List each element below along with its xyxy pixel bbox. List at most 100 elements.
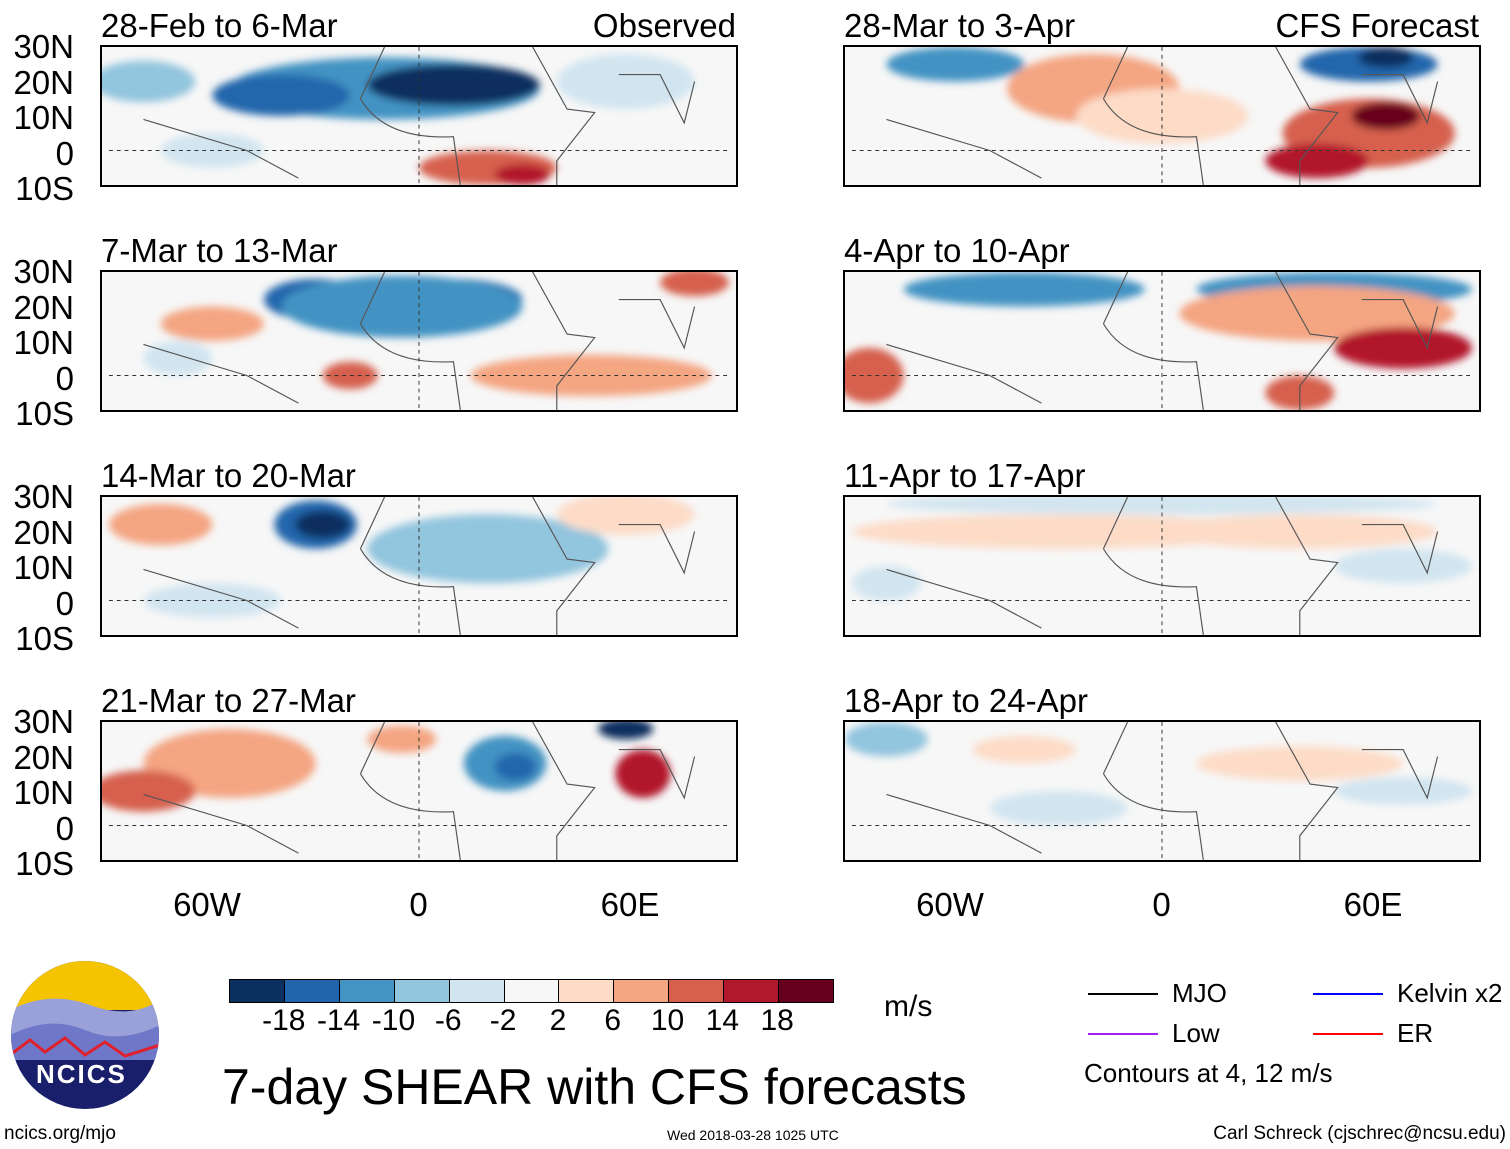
latitude-label: 10S xyxy=(15,845,74,882)
longitude-label: 60E xyxy=(1343,886,1403,923)
main-title: 7-day SHEAR with CFS forecasts xyxy=(222,1059,967,1115)
shear-map-panel xyxy=(843,495,1481,637)
anomaly-region xyxy=(1358,47,1414,68)
anomaly-region xyxy=(972,735,1076,764)
longitude-label: 60E xyxy=(600,886,660,923)
anomaly-region xyxy=(281,275,523,338)
colorbar-tick-label: -6 xyxy=(434,1004,462,1037)
anomaly-region xyxy=(845,722,928,757)
coastline xyxy=(886,497,1439,635)
footer-timestamp: Wed 2018-03-28 1025 UTC xyxy=(667,1127,839,1143)
legend-label: Low xyxy=(1172,1018,1220,1048)
legend-line-low xyxy=(1088,1033,1158,1035)
colorbar-tick-label: 6 xyxy=(604,1004,622,1037)
anomaly-region xyxy=(615,749,671,798)
anomaly-region xyxy=(556,497,695,535)
coastline xyxy=(143,47,696,185)
footer-author: Carl Schreck (cjschrec@ncsu.edu) xyxy=(1213,1123,1506,1144)
anomaly-region xyxy=(903,272,1145,307)
footer-link[interactable]: ncics.org/mjo xyxy=(4,1123,116,1144)
colorbar-swatch xyxy=(230,980,285,1002)
anomaly-region xyxy=(367,725,437,754)
latitude-label: 20N xyxy=(13,738,74,776)
latitude-label: 20N xyxy=(13,288,74,326)
colorbar-tick-label: 2 xyxy=(549,1004,567,1037)
anomaly-region xyxy=(1265,143,1369,179)
latitude-label: 10N xyxy=(13,99,74,136)
colorbar-swatch xyxy=(724,980,780,1002)
shear-map-panel xyxy=(843,270,1481,412)
latitude-label: 20N xyxy=(13,63,74,101)
colorbar xyxy=(229,979,834,1003)
panel-title: 7-Mar to 13-Mar xyxy=(101,232,338,269)
latitude-label: 10N xyxy=(13,324,74,361)
latitude-label: 10S xyxy=(15,620,74,657)
legend-line-mjo xyxy=(1088,993,1158,995)
panel-title: 21-Mar to 27-Mar xyxy=(101,682,356,719)
colorbar-swatch xyxy=(449,980,505,1002)
latitude-label: 10N xyxy=(13,774,74,811)
anomaly-region xyxy=(367,514,609,584)
coastline xyxy=(886,722,1439,860)
anomaly-region xyxy=(845,347,904,404)
colorbar-tick-label: -14 xyxy=(316,1004,361,1037)
anomaly-region xyxy=(989,791,1128,826)
coastline xyxy=(886,47,1439,185)
anomaly-region xyxy=(556,53,695,110)
panel-title: 11-Apr to 17-Apr xyxy=(844,457,1086,494)
legend-line-kelvin xyxy=(1313,993,1383,995)
anomaly-region xyxy=(160,306,264,341)
contour-note: Contours at 4, 12 m/s xyxy=(1084,1058,1333,1088)
legend-line-er xyxy=(1313,1033,1383,1035)
anomaly-region xyxy=(294,510,351,539)
shear-map-panel xyxy=(843,45,1481,187)
anomaly-region xyxy=(108,503,213,546)
anomaly-region xyxy=(494,753,537,781)
anomaly-region xyxy=(598,722,654,740)
legend-label: MJO xyxy=(1172,978,1227,1008)
ncics-logo xyxy=(11,961,159,1109)
colorbar-swatch xyxy=(559,980,615,1002)
colorbar-tick-label: -10 xyxy=(371,1004,416,1037)
coastline xyxy=(143,272,696,410)
colorbar-tick-label: -2 xyxy=(489,1004,517,1037)
colorbar-tick-label: -18 xyxy=(262,1004,306,1037)
colorbar-units: m/s xyxy=(884,990,933,1023)
coastline xyxy=(143,497,696,635)
shear-map-panel xyxy=(100,720,738,862)
anomaly-region xyxy=(102,60,196,103)
colorbar-swatch xyxy=(779,980,833,1002)
longitude-label: 0 xyxy=(1152,886,1171,923)
shear-map-panel xyxy=(100,45,738,187)
coastline xyxy=(886,272,1439,410)
anomaly-region xyxy=(851,566,921,601)
panel-title: 4-Apr to 10-Apr xyxy=(844,232,1070,269)
colorbar-tick-label: 10 xyxy=(650,1004,685,1037)
anomaly-region xyxy=(102,770,196,812)
latitude-label: 0 xyxy=(55,809,74,847)
colorbar-swatch xyxy=(284,980,340,1002)
anomaly-region xyxy=(886,47,1025,82)
anomaly-region xyxy=(143,341,213,376)
anomaly-region xyxy=(1334,548,1473,584)
anomaly-region xyxy=(1334,777,1473,805)
panel-title: 28-Mar to 3-Apr xyxy=(844,7,1076,44)
anomaly-region xyxy=(1351,102,1421,130)
latitude-label: 30N xyxy=(13,253,74,290)
colorbar-swatch xyxy=(394,980,450,1002)
anomaly-region xyxy=(660,272,730,297)
panel-title: 28-Feb to 6-Mar xyxy=(101,7,338,44)
longitude-label: 60W xyxy=(173,886,241,923)
colorbar-swatch xyxy=(339,980,395,1002)
coastline xyxy=(143,722,696,860)
shear-map-panel xyxy=(100,495,738,637)
latitude-label: 0 xyxy=(55,584,74,622)
anomaly-region xyxy=(1334,327,1473,369)
anomaly-region xyxy=(212,74,351,116)
anomaly-region xyxy=(1162,514,1438,549)
latitude-label: 30N xyxy=(13,28,74,65)
panel-title: 18-Apr to 24-Apr xyxy=(844,682,1088,719)
shear-map-panel xyxy=(843,720,1481,862)
panel-source-label: Observed xyxy=(592,7,736,44)
